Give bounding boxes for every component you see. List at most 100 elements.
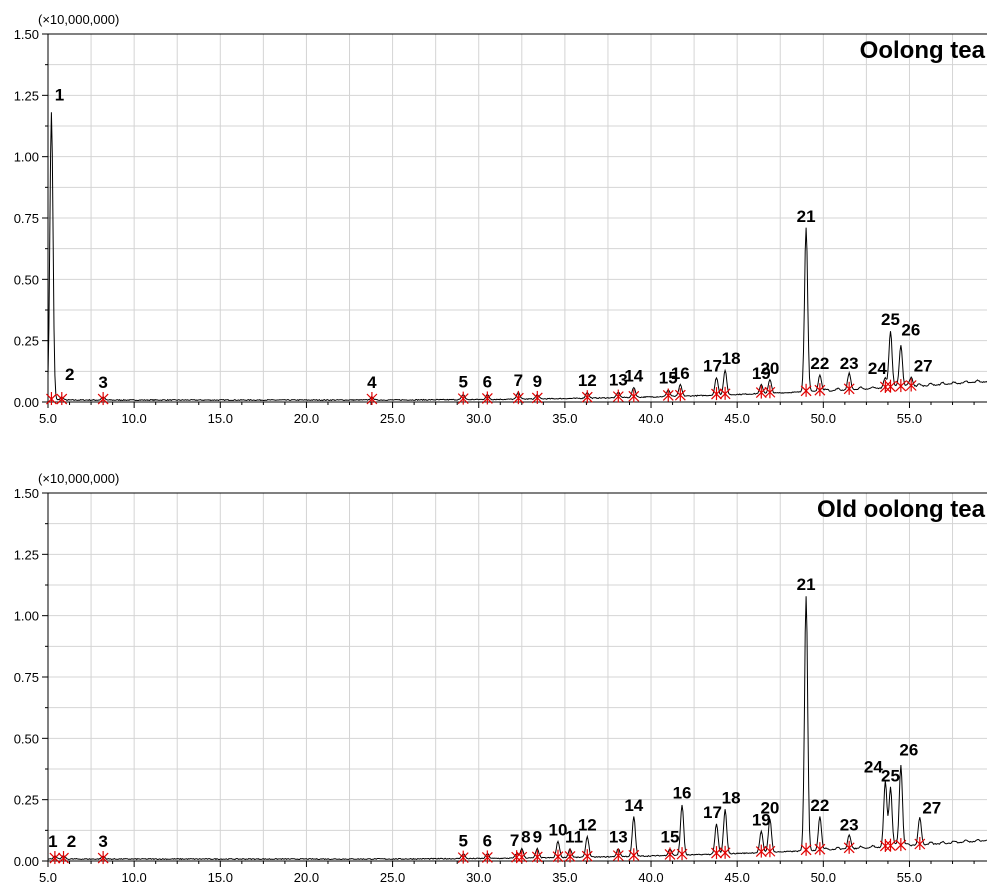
x-tick-label: 35.0 <box>552 411 577 426</box>
peak-marker-20 <box>764 844 776 858</box>
peak-marker-21 <box>800 383 812 397</box>
peak-marker-12 <box>581 849 593 863</box>
x-tick-label: 10.0 <box>121 870 146 885</box>
x-tick-label: 25.0 <box>380 411 405 426</box>
peak-label: 1 <box>55 86 64 105</box>
x-tick-label: 55.0 <box>897 411 922 426</box>
x-tick-label: 5.0 <box>39 870 57 885</box>
y-tick-label: 1.00 <box>14 609 39 624</box>
peak-label: 20 <box>760 798 779 817</box>
peak-marker-20 <box>764 385 776 399</box>
peak-marker-15 <box>664 847 676 861</box>
peak-label: 24 <box>868 359 887 378</box>
peak-label: 21 <box>797 575 816 594</box>
peak-label: 11 <box>565 828 583 847</box>
peak-marker-17 <box>711 846 722 860</box>
y-tick-label: 1.50 <box>14 486 39 501</box>
peak-label: 14 <box>624 796 643 815</box>
peak-marker-8 <box>516 850 528 864</box>
peak-label: 27 <box>922 798 941 817</box>
chart-panel-2: 0.00 0.25 0.50 0.75 1.00 1.25 1.50 5.0 10.0 15.0 2… <box>14 471 987 885</box>
peak-marker-15 <box>662 388 674 402</box>
y-tick-label: 0.25 <box>14 334 39 349</box>
peak-marker-7 <box>512 391 524 405</box>
peak-marker-18 <box>719 845 731 859</box>
peak-label: 13 <box>609 828 628 847</box>
peak-label: 5 <box>458 373 467 392</box>
panel-title: Oolong tea <box>860 37 986 64</box>
peak-marker-13 <box>612 848 624 862</box>
x-tick-label: 55.0 <box>897 870 922 885</box>
x-tick-label: 50.0 <box>811 870 836 885</box>
peak-marker-13 <box>612 389 624 403</box>
y-tick-label: 0.25 <box>14 793 39 808</box>
peak-marker-4 <box>366 391 378 405</box>
x-tick-label: 15.0 <box>208 411 233 426</box>
x-tick-label: 45.0 <box>725 870 750 885</box>
peak-marker-6 <box>481 850 493 864</box>
peak-marker-27 <box>905 378 917 392</box>
peak-label: 15 <box>661 828 680 847</box>
x-tick-label: 15.0 <box>208 870 233 885</box>
chromatogram-trace <box>47 112 987 402</box>
peak-label: 3 <box>98 373 107 392</box>
x-tick-label: 50.0 <box>811 411 836 426</box>
y-tick-label: 0.00 <box>14 854 39 869</box>
peak-marker-22 <box>814 842 826 856</box>
peak-marker-11 <box>564 849 576 863</box>
x-tick-label: 30.0 <box>466 870 491 885</box>
scale-label: (×10,000,000) <box>38 12 119 27</box>
peak-marker-5 <box>457 850 469 864</box>
y-tick-label: 0.00 <box>14 395 39 410</box>
peak-label: 24 <box>864 757 883 776</box>
y-tick-label: 1.25 <box>14 547 39 562</box>
y-tick-label: 1.00 <box>14 150 39 165</box>
peak-marker-27 <box>914 836 926 850</box>
peak-marker-16 <box>674 388 686 402</box>
peak-label: 2 <box>67 832 76 851</box>
peak-label: 10 <box>549 820 568 839</box>
chromatogram-trace <box>47 596 987 861</box>
peak-marker-12 <box>581 390 593 404</box>
scale-label: (×10,000,000) <box>38 471 119 486</box>
peak-label: 8 <box>521 828 530 847</box>
x-tick-label: 35.0 <box>552 870 577 885</box>
peak-marker-26 <box>895 838 907 852</box>
peak-label: 21 <box>797 207 816 226</box>
peak-marker-17 <box>711 387 722 401</box>
peak-label: 19 <box>752 811 771 830</box>
peak-marker-14 <box>628 848 640 862</box>
peak-label: 19 <box>752 364 771 383</box>
peak-label: 27 <box>914 356 933 375</box>
peak-marker-22 <box>814 383 826 397</box>
peak-label: 26 <box>901 321 920 340</box>
peak-marker-23 <box>843 381 855 395</box>
peak-marker-5 <box>457 391 469 405</box>
peak-label: 23 <box>840 815 859 834</box>
y-tick-label: 0.75 <box>14 211 39 226</box>
peak-label: 16 <box>671 364 690 383</box>
peak-marker-19 <box>755 844 767 858</box>
y-tick-label: 0.50 <box>14 272 39 287</box>
x-tick-label: 20.0 <box>294 870 319 885</box>
x-tick-label: 25.0 <box>380 870 405 885</box>
peak-marker-9 <box>531 390 543 404</box>
y-tick-label: 1.50 <box>14 27 39 42</box>
peak-marker-1 <box>49 851 61 865</box>
x-tick-label: 40.0 <box>638 870 663 885</box>
peak-marker-2 <box>56 392 68 406</box>
x-tick-label: 5.0 <box>39 411 57 426</box>
peak-marker-2 <box>58 851 69 865</box>
x-tick-label: 10.0 <box>121 411 146 426</box>
peak-marker-26 <box>895 379 907 393</box>
peak-marker-23 <box>843 840 855 854</box>
peak-marker-1 <box>46 392 57 406</box>
x-tick-label: 40.0 <box>638 411 663 426</box>
peak-label: 12 <box>578 371 597 390</box>
peak-label: 25 <box>881 766 900 785</box>
peak-marker-21 <box>800 842 812 856</box>
peak-label: 7 <box>510 831 519 850</box>
y-tick-label: 0.50 <box>14 731 39 746</box>
